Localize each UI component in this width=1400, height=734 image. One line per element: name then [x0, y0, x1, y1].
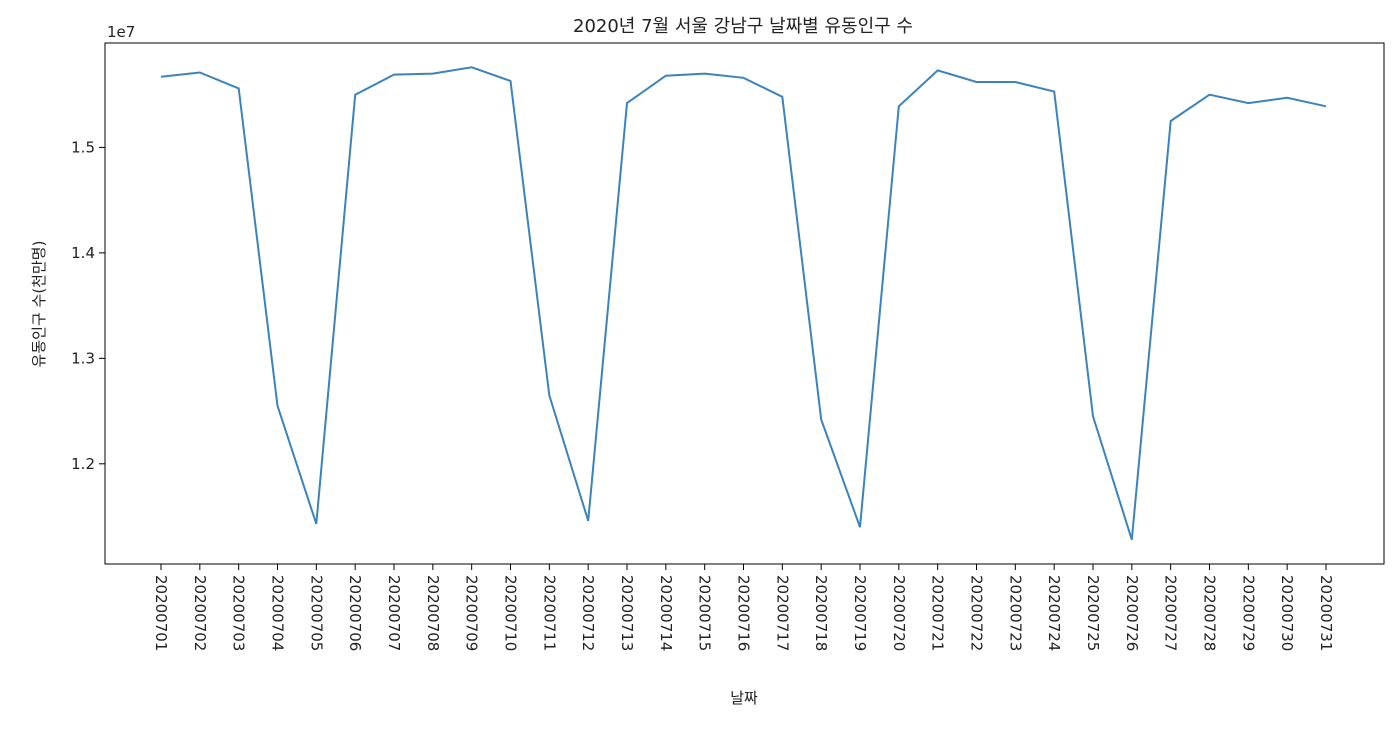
x-tick-label: 20200713 — [618, 575, 636, 651]
x-tick-label: 20200720 — [890, 575, 908, 651]
series-line — [160, 66, 1327, 540]
x-axis-label: 날짜 — [730, 689, 758, 707]
y-tick-label: 1.2 — [71, 455, 95, 473]
x-tick-label: 20200710 — [502, 575, 520, 651]
x-tick-label: 20200703 — [230, 575, 248, 651]
x-tick-label: 20200729 — [1239, 575, 1257, 651]
x-tick-label: 20200719 — [851, 575, 869, 651]
x-tick-label: 20200706 — [346, 575, 364, 651]
x-tick-label: 20200711 — [540, 575, 558, 651]
x-tick-label: 20200730 — [1278, 575, 1296, 651]
x-tick-label: 20200727 — [1162, 575, 1180, 651]
chart-title: 2020년 7월 서울 강남구 날짜별 유동인구 수 — [573, 16, 913, 37]
x-tick-label: 20200715 — [696, 575, 714, 651]
x-tick-label: 20200724 — [1045, 575, 1063, 651]
x-tick-label: 20200708 — [424, 575, 442, 651]
x-tick-label: 20200704 — [269, 575, 287, 651]
x-tick-label: 20200712 — [579, 575, 597, 651]
x-tick-label: 20200701 — [152, 575, 170, 651]
x-tick-label: 20200726 — [1123, 575, 1141, 651]
x-tick-label: 20200728 — [1201, 575, 1219, 651]
x-tick-label: 20200723 — [1006, 575, 1024, 651]
y-axis-label: 유동인구 수(천만명) — [30, 241, 48, 368]
x-tick-label: 20200721 — [929, 575, 947, 651]
x-tick-label: 20200709 — [463, 575, 481, 651]
x-tick-label: 20200702 — [191, 575, 209, 651]
x-tick-label: 20200722 — [968, 575, 986, 651]
x-tick-label: 20200707 — [385, 575, 403, 651]
x-tick-label: 20200717 — [773, 575, 791, 651]
y-tick-label: 1.4 — [71, 244, 95, 262]
y-tick-label: 1.5 — [71, 138, 95, 156]
y-tick-label: 1.3 — [71, 349, 95, 367]
x-tick-label: 20200716 — [735, 575, 753, 651]
y-axis: 1.2 1.3 1.4 1.5 — [71, 138, 105, 473]
x-tick-label: 20200705 — [307, 575, 325, 651]
x-tick-label: 20200731 — [1317, 575, 1335, 651]
x-tick-label: 20200725 — [1084, 575, 1102, 651]
x-tick-label: 20200714 — [657, 575, 675, 651]
y-offset-label: 1e7 — [107, 23, 135, 41]
plot-frame — [104, 42, 1385, 565]
x-tick-label: 20200718 — [812, 575, 830, 651]
x-axis: 20200701 20200702 20200703 20200704 20200705… — [152, 564, 1335, 651]
